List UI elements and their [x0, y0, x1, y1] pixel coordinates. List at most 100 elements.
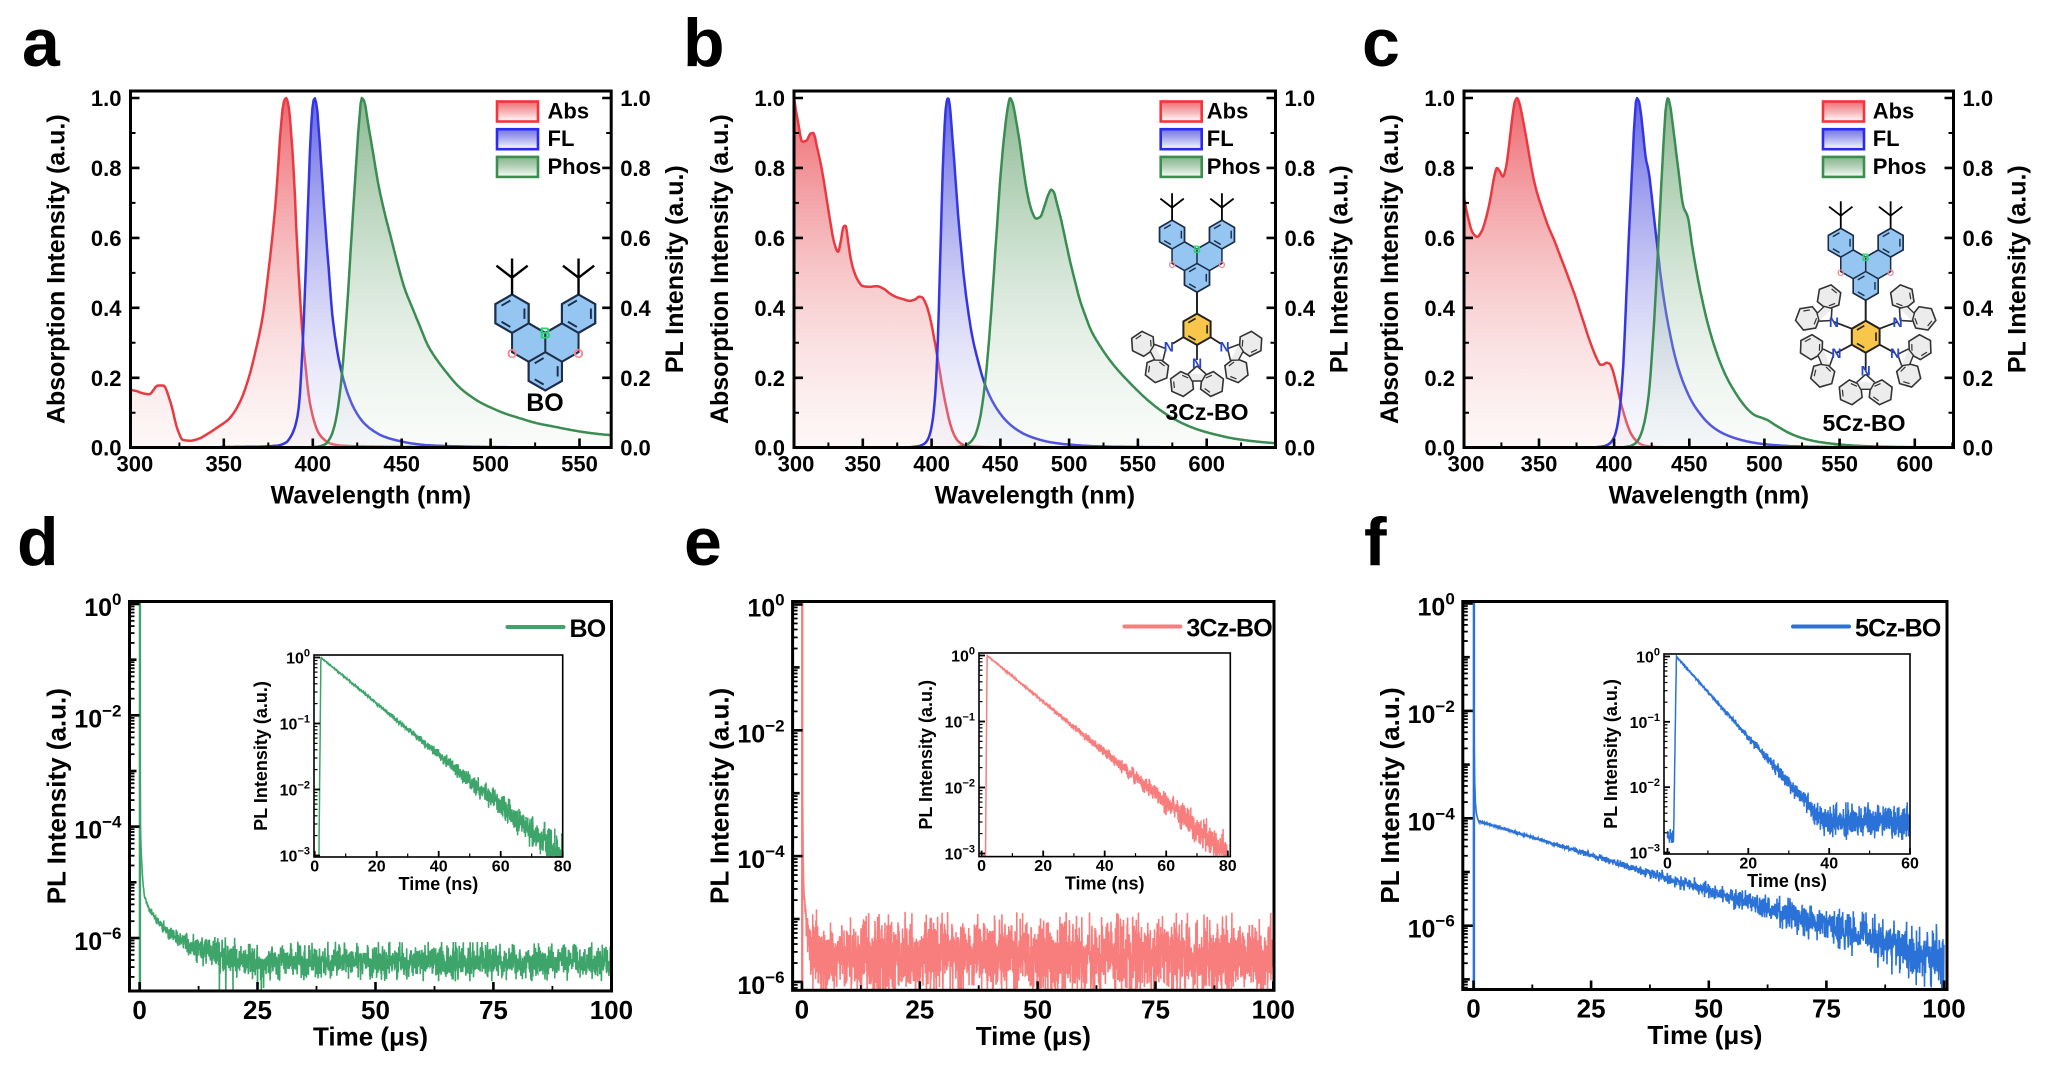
- svg-text:75: 75: [479, 995, 508, 1025]
- svg-text:0.4: 0.4: [1963, 296, 1994, 321]
- svg-text:Time (ns): Time (ns): [399, 874, 479, 894]
- svg-text:0.2: 0.2: [91, 366, 122, 391]
- svg-text:PL Intensity (a.u.): PL Intensity (a.u.): [2004, 165, 2032, 373]
- svg-text:1.0: 1.0: [620, 86, 651, 111]
- svg-text:PL Intensity (a.u.): PL Intensity (a.u.): [1375, 687, 1405, 903]
- svg-text:1.0: 1.0: [754, 86, 785, 111]
- svg-text:N: N: [1192, 355, 1202, 371]
- svg-text:0.8: 0.8: [91, 156, 122, 181]
- svg-text:0.8: 0.8: [620, 156, 651, 181]
- svg-text:40: 40: [1820, 856, 1838, 873]
- svg-text:550: 550: [1120, 452, 1157, 477]
- svg-text:B: B: [1862, 252, 1870, 264]
- svg-text:40: 40: [430, 859, 448, 876]
- svg-text:10−4: 10−4: [1408, 804, 1456, 836]
- svg-text:10−4: 10−4: [74, 813, 122, 845]
- svg-text:40: 40: [1096, 858, 1114, 875]
- svg-text:10−2: 10−2: [737, 716, 784, 748]
- svg-text:Phos: Phos: [548, 154, 602, 179]
- svg-text:10−6: 10−6: [74, 924, 121, 956]
- svg-text:100: 100: [1252, 994, 1295, 1024]
- svg-text:Time (ns): Time (ns): [1747, 871, 1827, 891]
- svg-text:0.0: 0.0: [1424, 436, 1455, 461]
- svg-text:100: 100: [84, 590, 121, 622]
- svg-text:Time (μs): Time (μs): [1647, 1020, 1762, 1050]
- svg-text:80: 80: [554, 859, 572, 876]
- svg-text:PL Intensity (a.u.): PL Intensity (a.u.): [251, 681, 271, 831]
- svg-text:300: 300: [1448, 452, 1485, 477]
- svg-text:0.2: 0.2: [1424, 366, 1455, 391]
- svg-text:0: 0: [1663, 856, 1672, 873]
- svg-text:PL Intensity (a.u.): PL Intensity (a.u.): [1601, 679, 1621, 829]
- svg-text:f: f: [1364, 504, 1387, 580]
- svg-text:0: 0: [1466, 994, 1480, 1024]
- svg-text:600: 600: [1188, 452, 1225, 477]
- svg-text:0.0: 0.0: [1963, 436, 1994, 461]
- svg-text:10−1: 10−1: [280, 714, 310, 734]
- svg-text:B: B: [1193, 244, 1201, 256]
- svg-text:N: N: [1829, 314, 1839, 330]
- svg-text:25: 25: [905, 994, 934, 1024]
- svg-text:25: 25: [1577, 994, 1606, 1024]
- svg-text:BO: BO: [526, 389, 564, 417]
- svg-text:FL: FL: [1873, 126, 1900, 151]
- svg-text:0.0: 0.0: [754, 436, 785, 461]
- svg-text:550: 550: [561, 452, 598, 477]
- svg-text:0.6: 0.6: [1424, 226, 1455, 251]
- svg-text:0.2: 0.2: [1285, 366, 1316, 391]
- svg-text:N: N: [1164, 339, 1174, 355]
- svg-text:0.0: 0.0: [1285, 436, 1316, 461]
- svg-text:0.6: 0.6: [754, 226, 785, 251]
- svg-text:3Cz-BO: 3Cz-BO: [1165, 399, 1248, 425]
- svg-text:350: 350: [844, 452, 881, 477]
- svg-text:10−4: 10−4: [737, 842, 785, 874]
- svg-text:O: O: [573, 346, 583, 361]
- svg-text:0.0: 0.0: [91, 436, 122, 461]
- svg-text:d: d: [17, 504, 59, 580]
- svg-text:Phos: Phos: [1207, 154, 1261, 179]
- svg-text:10−6: 10−6: [1408, 912, 1455, 944]
- svg-text:O: O: [1218, 260, 1225, 270]
- svg-text:0: 0: [795, 994, 809, 1024]
- svg-text:600: 600: [1896, 452, 1933, 477]
- svg-text:0.8: 0.8: [754, 156, 785, 181]
- svg-text:50: 50: [361, 995, 390, 1025]
- svg-text:100: 100: [747, 591, 784, 623]
- svg-text:500: 500: [1746, 452, 1783, 477]
- svg-text:Time (μs): Time (μs): [976, 1021, 1091, 1051]
- svg-text:FL: FL: [1207, 126, 1234, 151]
- svg-text:50: 50: [1023, 994, 1052, 1024]
- svg-text:450: 450: [982, 452, 1019, 477]
- svg-text:0: 0: [310, 859, 319, 876]
- svg-text:300: 300: [117, 452, 154, 477]
- svg-text:500: 500: [472, 452, 509, 477]
- svg-text:Wavelength (nm): Wavelength (nm): [271, 482, 471, 510]
- svg-text:10−3: 10−3: [945, 844, 975, 864]
- svg-text:5Cz-BO: 5Cz-BO: [1822, 410, 1905, 436]
- svg-text:60: 60: [1157, 858, 1175, 875]
- svg-text:1.0: 1.0: [91, 86, 122, 111]
- svg-text:350: 350: [205, 452, 242, 477]
- svg-text:10−1: 10−1: [1630, 712, 1660, 732]
- svg-text:Time (μs): Time (μs): [313, 1022, 428, 1052]
- svg-text:75: 75: [1812, 994, 1841, 1024]
- svg-text:10−2: 10−2: [74, 701, 121, 733]
- svg-text:100: 100: [951, 646, 975, 666]
- svg-text:PL Intensity (a.u.): PL Intensity (a.u.): [1326, 165, 1354, 373]
- svg-text:0.8: 0.8: [1285, 156, 1316, 181]
- svg-text:Abs: Abs: [1873, 99, 1915, 124]
- svg-text:100: 100: [1922, 994, 1965, 1024]
- svg-text:80: 80: [1219, 858, 1237, 875]
- svg-text:Wavelength (nm): Wavelength (nm): [935, 482, 1135, 510]
- svg-text:Time (ns): Time (ns): [1065, 874, 1145, 894]
- svg-text:60: 60: [1901, 856, 1919, 873]
- svg-text:N: N: [1861, 362, 1871, 378]
- svg-text:0.6: 0.6: [91, 226, 122, 251]
- svg-text:a: a: [22, 5, 61, 81]
- svg-text:300: 300: [778, 452, 815, 477]
- svg-text:50: 50: [1694, 994, 1723, 1024]
- svg-text:500: 500: [1051, 452, 1088, 477]
- svg-text:400: 400: [913, 452, 950, 477]
- svg-text:0.0: 0.0: [620, 436, 651, 461]
- svg-text:b: b: [683, 5, 725, 81]
